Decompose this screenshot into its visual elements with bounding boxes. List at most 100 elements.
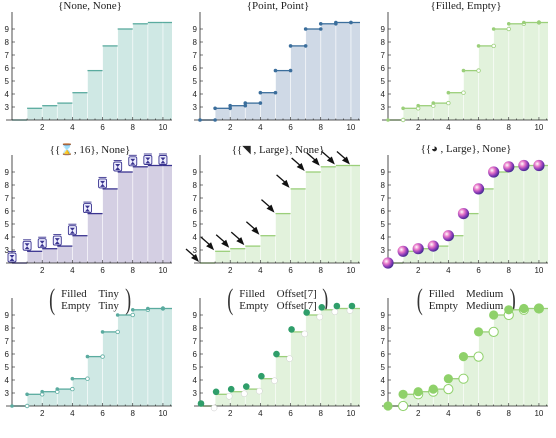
step-area-bar [403,251,419,263]
step-area-bar [493,172,509,263]
data-point-marker [383,400,409,412]
x-tick-label: 4 [70,409,75,418]
step-area-bar [335,308,351,406]
step-area-bar [245,103,261,120]
x-tick-label: 10 [534,123,543,132]
step-area-bar [403,108,419,120]
data-point-marker [288,44,308,48]
data-point-marker [472,183,485,195]
data-point-marker [70,376,90,381]
step-area-bar [305,172,321,263]
step-area-bar [230,248,246,263]
y-tick-label: 8 [381,181,386,190]
step-area-bar [350,308,360,406]
data-point-marker [306,152,320,166]
step-area-bar [275,356,291,406]
step-area-bar [523,22,539,120]
y-tick-label: 8 [193,324,198,333]
title-matrix-cell: Empty [61,300,91,312]
step-area-bar [102,188,118,263]
chart-panel: (Filled Medium Empty Medium) 2 4 6 8 10 3 4 5 6 7 8 9 [376,285,556,430]
y-tick-label: 4 [381,376,386,385]
x-tick-label: 2 [416,266,421,275]
step-area-bar [508,166,524,263]
y-tick-label: 5 [381,77,386,86]
y-tick-label: 9 [381,25,386,34]
step-area-bar [57,389,73,406]
step-area-bar [245,389,261,406]
data-point-marker [503,161,515,173]
y-tick-label: 9 [5,168,10,177]
panel-title: {Point, Point} [246,0,310,12]
step-area-bar [72,378,88,406]
panel-title: {None, None} [58,0,122,12]
y-tick-label: 9 [5,311,10,320]
x-tick-label: 10 [346,123,355,132]
y-tick-label: 6 [193,64,198,73]
x-tick-label: 2 [228,409,233,418]
data-point-marker [276,174,290,188]
chart-svg: 2 4 6 8 10 3 4 5 6 7 8 9 [193,12,360,132]
step-area-bar [320,23,336,120]
step-area-bar [433,246,449,263]
step-area-bar [448,378,464,406]
y-tick-label: 8 [381,324,386,333]
data-point-marker [428,384,454,395]
step-area-bar [147,165,163,263]
y-tick-label: 9 [381,168,386,177]
data-point-marker [534,303,544,314]
x-tick-label: 8 [507,409,512,418]
y-tick-label: 3 [5,103,10,112]
x-tick-label: 8 [319,409,324,418]
y-tick-label: 9 [193,25,198,34]
x-tick-label: 8 [131,123,136,132]
y-tick-label: 7 [381,337,386,346]
x-tick-label: 10 [534,266,543,275]
data-point-marker [227,385,248,397]
data-point-marker [228,103,248,108]
data-point-marker [83,201,92,214]
right-paren: ) [322,283,329,316]
step-area-bar [493,29,509,120]
chart-panel: {{◕ , Large}, None} 2 4 6 8 10 3 4 5 6 7 8 9 [376,143,556,287]
y-tick-label: 8 [5,181,10,190]
step-area-bar [478,188,494,263]
y-tick-label: 4 [193,90,198,99]
y-tick-label: 5 [193,220,198,229]
x-tick-label: 4 [70,123,75,132]
y-tick-label: 7 [381,51,386,60]
y-tick-label: 6 [381,207,386,216]
right-paren: ) [124,283,131,316]
y-tick-label: 5 [5,363,10,372]
step-area-bar [463,356,479,406]
x-tick-label: 4 [446,266,451,275]
x-tick-label: 4 [446,409,451,418]
data-point-marker [10,403,30,409]
data-point-marker [476,43,496,49]
step-area-bar [463,70,479,120]
step-area-bar [162,22,172,120]
y-tick-label: 4 [5,90,10,99]
step-area-bar [147,308,163,406]
step-area-bar [132,309,148,406]
data-point-marker [336,151,350,165]
data-point-marker [382,257,394,269]
data-point-marker [113,160,123,172]
data-point-marker [321,151,335,165]
data-point-marker [461,68,481,73]
data-point-marker [242,383,263,395]
x-tick-label: 8 [507,266,512,275]
data-point-marker [198,118,217,122]
step-area-bar [320,309,336,406]
step-area-bar [508,309,524,406]
y-tick-label: 3 [381,103,386,112]
x-tick-label: 2 [40,409,45,418]
step-area-bar [27,108,43,120]
title-matrix-cell: Medium [466,300,504,312]
chart-svg: 2 4 6 8 10 3 4 5 6 7 8 9 [185,151,360,275]
panel-title-matrix: (Filled Medium Empty Medium) [415,285,518,315]
y-tick-label: 3 [381,246,386,255]
title-matrix-cell: Empty [428,300,459,312]
x-tick-label: 6 [100,409,105,418]
step-area-bar [538,308,548,406]
